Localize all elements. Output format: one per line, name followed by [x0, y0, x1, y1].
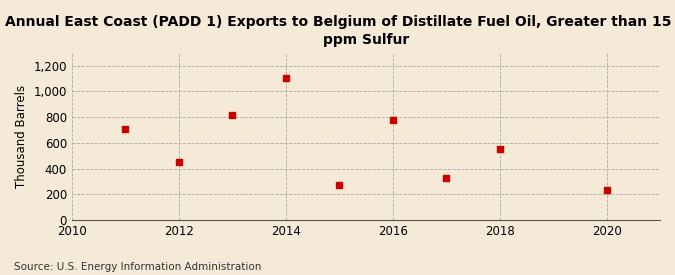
Text: Source: U.S. Energy Information Administration: Source: U.S. Energy Information Administ…: [14, 262, 261, 272]
Point: [494, 147, 505, 151]
Point: [441, 175, 452, 180]
Point: [120, 126, 131, 131]
Y-axis label: Thousand Barrels: Thousand Barrels: [15, 85, 28, 188]
Point: [387, 117, 398, 122]
Title: Annual East Coast (PADD 1) Exports to Belgium of Distillate Fuel Oil, Greater th: Annual East Coast (PADD 1) Exports to Be…: [5, 15, 675, 47]
Point: [173, 159, 184, 164]
Point: [280, 76, 291, 81]
Point: [227, 112, 238, 117]
Point: [601, 188, 612, 192]
Point: [334, 183, 345, 188]
